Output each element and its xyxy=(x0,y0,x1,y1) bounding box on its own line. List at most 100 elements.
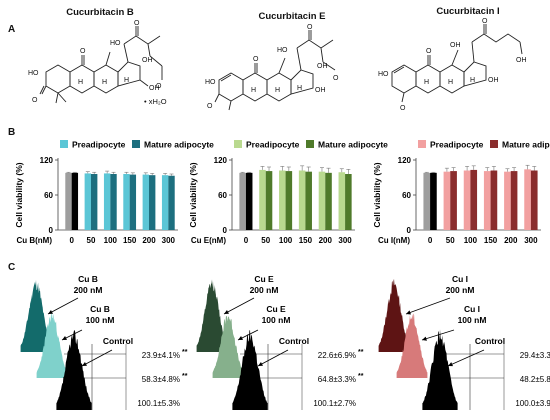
y-tick-label: 0 xyxy=(223,226,228,235)
bar-mature-200 xyxy=(149,175,156,230)
atom-label: O xyxy=(80,48,86,55)
bar-mature-50 xyxy=(265,171,273,230)
atom-label: HO xyxy=(28,70,39,77)
legend-swatch-preadipocyte xyxy=(418,140,426,148)
atom-label: H xyxy=(470,77,475,84)
bar-preadipocyte-100 xyxy=(103,173,111,230)
histogram-200nm xyxy=(196,279,228,352)
x-tick-label: 50 xyxy=(261,236,270,245)
x-tick-label: 150 xyxy=(484,236,498,245)
bar-preadipocyte-0 xyxy=(239,172,246,230)
histogram-100nm xyxy=(36,312,68,378)
bar-mature-50 xyxy=(450,171,457,230)
x-tick-label: 200 xyxy=(319,236,333,245)
atom-label: H xyxy=(297,85,302,92)
x-tick-label: 50 xyxy=(446,236,455,245)
x-tick-label: 50 xyxy=(87,236,96,245)
y-axis-label: Cell viability (%) xyxy=(14,162,24,227)
bar-mature-200 xyxy=(510,171,518,230)
legend-label-mature: Mature adipocyte xyxy=(144,140,214,150)
atom-label: H xyxy=(448,79,453,86)
bar-mature-0 xyxy=(71,172,79,230)
bar-preadipocyte-50 xyxy=(443,171,451,230)
bar-mature-100 xyxy=(470,169,478,230)
bar-preadipocyte-300 xyxy=(161,175,169,230)
compound-title-i: Cucurbitacin I xyxy=(436,6,500,17)
y-axis-label: Cell viability (%) xyxy=(372,162,382,227)
atom-label: H xyxy=(78,79,83,86)
bar-preadipocyte-200 xyxy=(318,171,326,230)
label-control: Control xyxy=(103,336,133,346)
atom-label: H xyxy=(102,79,107,86)
x-tick-label: 0 xyxy=(428,236,433,245)
legend-label-preadipocyte: Preadipocyte xyxy=(246,140,300,150)
label-control: Control xyxy=(279,336,309,346)
y-tick-label: 0 xyxy=(49,226,54,235)
arrow-control-head xyxy=(448,362,453,367)
histogram-control xyxy=(232,329,268,410)
legend-swatch-mature xyxy=(132,140,140,148)
significance-mark: ** xyxy=(358,349,364,356)
bar-preadipocyte-0 xyxy=(65,172,72,230)
y-tick-label: 120 xyxy=(40,156,54,165)
arrow-control xyxy=(257,349,289,367)
structure-cucurbitacin-e: HO O O HO O OH OH O H H H xyxy=(205,24,339,111)
y-tick-label: 60 xyxy=(44,191,53,200)
atom-label: OH xyxy=(450,42,461,49)
histogram-200nm xyxy=(20,279,52,352)
atom-label: HO xyxy=(205,79,216,86)
percent-value: 64.8±3.3% xyxy=(318,375,356,384)
percent-value: 29.4±3.3% xyxy=(520,351,550,360)
y-tick-label: 0 xyxy=(407,226,412,235)
percent-value: 100.1±5.3% xyxy=(137,399,180,408)
legend-label-preadipocyte: Preadipocyte xyxy=(430,140,484,150)
legend-swatch-preadipocyte xyxy=(60,140,68,148)
structure-cucurbitacin-b: HO O O HO O OH OH O H H H • xH₂O xyxy=(28,20,167,106)
structure-cucurbitacin-i: HO O O OH O OH OH H H H xyxy=(378,18,527,112)
x-tick-label: 200 xyxy=(142,236,156,245)
significance-mark: ** xyxy=(182,373,188,380)
bar-chart-cu-b: Preadipocyte Mature adipocyte Cell viabili… xyxy=(14,140,214,246)
significance-mark: ** xyxy=(182,349,188,356)
arrow-100nm xyxy=(421,329,455,341)
arrow-200nm xyxy=(405,297,451,315)
bar-preadipocyte-50 xyxy=(259,169,266,230)
x-tick-label: 0 xyxy=(244,236,249,245)
bar-preadipocyte-300 xyxy=(338,172,346,230)
x-tick-label: 200 xyxy=(504,236,518,245)
hydrate-label: • xH₂O xyxy=(144,97,167,106)
atom-label: O xyxy=(426,48,432,55)
atom-label: HO xyxy=(277,47,288,54)
legend-label-preadipocyte: Preadipocyte xyxy=(72,140,126,150)
bar-mature-300 xyxy=(345,174,352,230)
y-tick-label: 60 xyxy=(402,191,411,200)
legend-swatch-preadipocyte xyxy=(234,140,242,148)
percent-value: 22.6±6.9% xyxy=(318,351,356,360)
x-axis-label: Cu I(nM) xyxy=(378,236,410,245)
panel-label-c: C xyxy=(8,262,16,273)
arrow-control-head xyxy=(82,361,87,366)
bar-preadipocyte-50 xyxy=(84,173,91,230)
atom-label: O xyxy=(134,20,140,27)
arrow-control xyxy=(447,349,485,367)
x-tick-label: 150 xyxy=(299,236,313,245)
atom-label: OH xyxy=(149,85,160,92)
label-100nm: Cu I 100 nM xyxy=(458,304,487,325)
atom-label: O xyxy=(156,83,162,90)
bar-preadipocyte-200 xyxy=(142,174,149,230)
bar-preadipocyte-100 xyxy=(279,170,286,230)
atom-label: OH xyxy=(488,77,499,84)
atom-label: HO xyxy=(378,71,389,78)
x-tick-label: 0 xyxy=(69,236,74,245)
histogram-200nm xyxy=(378,278,410,352)
atom-label: O xyxy=(333,75,339,82)
bar-chart-cu-i: Preadipocyte Mature adipocyte Cell viabili… xyxy=(372,140,550,246)
percent-value: 100.0±3.9% xyxy=(515,399,550,408)
bar-preadipocyte-150 xyxy=(298,170,306,230)
arrow-control xyxy=(81,349,113,367)
percent-value: 48.2±5.8% xyxy=(520,375,550,384)
x-tick-label: 100 xyxy=(104,236,118,245)
histogram-control xyxy=(422,329,458,410)
arrow-100nm-head xyxy=(422,336,427,341)
